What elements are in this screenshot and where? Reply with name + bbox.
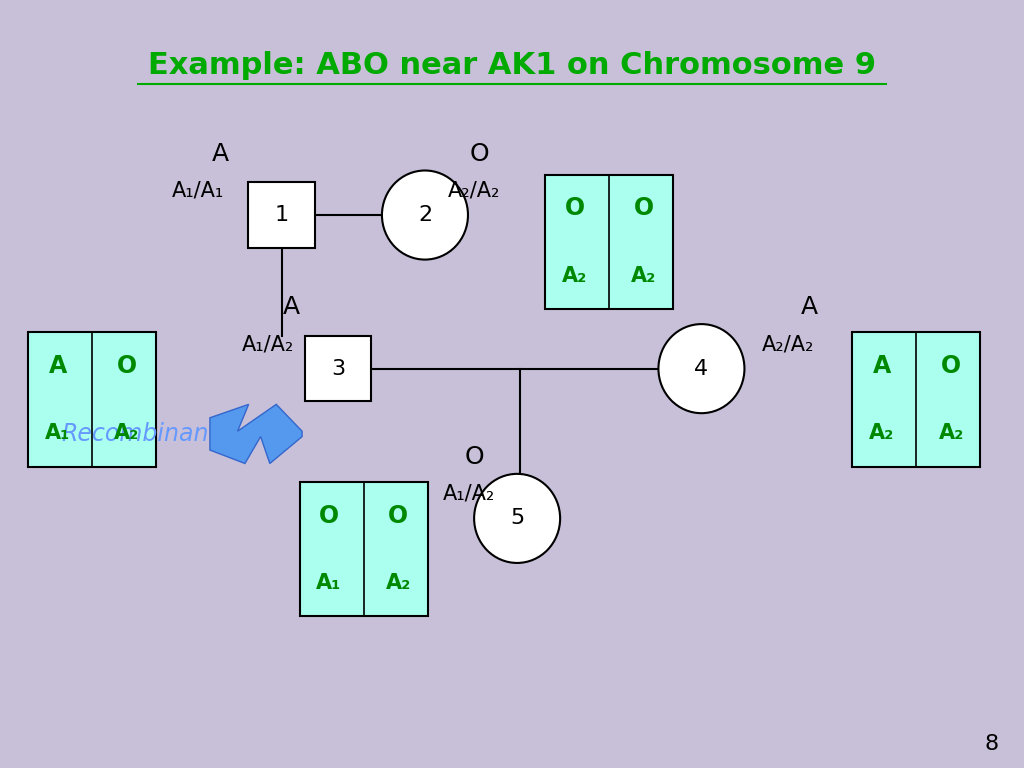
- FancyBboxPatch shape: [249, 183, 315, 248]
- Text: O: O: [318, 504, 339, 528]
- Text: A₁: A₁: [316, 573, 342, 593]
- Text: Example: ABO near AK1 on Chromosome 9: Example: ABO near AK1 on Chromosome 9: [147, 51, 877, 80]
- Text: O: O: [634, 197, 654, 220]
- Text: 2: 2: [418, 205, 432, 225]
- FancyBboxPatch shape: [852, 333, 981, 467]
- Text: A₂: A₂: [385, 573, 411, 593]
- Text: A₁/A₂: A₁/A₂: [242, 334, 295, 354]
- Text: O: O: [941, 354, 962, 378]
- Text: A₂: A₂: [114, 423, 139, 443]
- FancyBboxPatch shape: [299, 482, 428, 616]
- Text: O: O: [388, 504, 409, 528]
- Text: O: O: [117, 354, 137, 378]
- Text: O: O: [464, 445, 484, 469]
- Ellipse shape: [382, 170, 468, 260]
- Text: A₂/A₂: A₂/A₂: [447, 180, 501, 200]
- Text: O: O: [564, 197, 585, 220]
- Text: 3: 3: [331, 359, 345, 379]
- Text: A₁/A₂: A₁/A₂: [442, 484, 496, 504]
- Text: A₁: A₁: [45, 423, 71, 443]
- Text: A: A: [872, 354, 891, 378]
- Text: 1: 1: [274, 205, 289, 225]
- Text: A: A: [801, 295, 817, 319]
- FancyBboxPatch shape: [545, 175, 674, 310]
- Text: A: A: [48, 354, 67, 378]
- Text: A₂: A₂: [562, 266, 588, 286]
- FancyBboxPatch shape: [305, 336, 371, 401]
- Text: 8: 8: [984, 734, 998, 754]
- Text: A₂/A₂: A₂/A₂: [762, 334, 815, 354]
- Text: A: A: [284, 295, 300, 319]
- Text: O: O: [469, 141, 489, 166]
- Polygon shape: [210, 404, 302, 464]
- FancyBboxPatch shape: [28, 333, 156, 467]
- Text: 5: 5: [510, 508, 524, 528]
- Text: Recombinant: Recombinant: [61, 422, 218, 446]
- Text: A₁/A₁: A₁/A₁: [171, 180, 224, 200]
- Text: A₂: A₂: [938, 423, 964, 443]
- Text: A₂: A₂: [869, 423, 895, 443]
- Ellipse shape: [658, 324, 744, 413]
- Text: A: A: [212, 141, 228, 166]
- Ellipse shape: [474, 474, 560, 563]
- Text: A₂: A₂: [631, 266, 656, 286]
- Text: 4: 4: [694, 359, 709, 379]
